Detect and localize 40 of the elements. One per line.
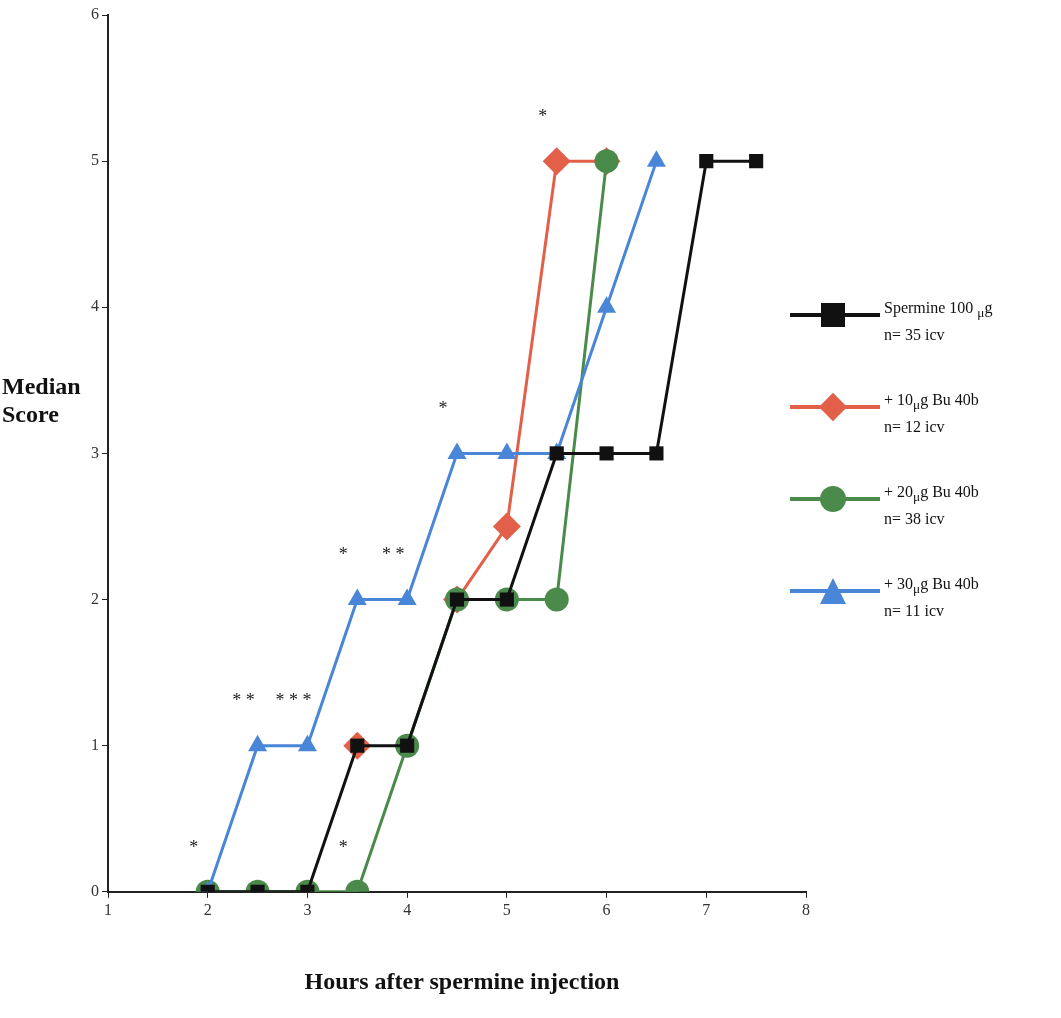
annotation: * [538,105,548,126]
annotation: * * [232,690,255,711]
annotation: * [189,836,199,857]
annotation: * [338,544,348,565]
annotation: * [438,398,448,419]
y-tick-label: 6 [91,5,99,23]
point [248,734,268,752]
point [297,734,317,752]
y-axis-title: Median Score [2,372,81,428]
annotation: * * [381,544,405,565]
annotation: * * * [275,690,312,711]
y-tick-label: 1 [91,735,99,753]
y-tick-label: 2 [91,589,99,607]
annotation: * [338,836,348,857]
point [544,587,569,612]
x-tick-label: 1 [104,900,112,918]
legend-label: + 30$_{μ}$g Bu 40b n= 11 icv [884,574,979,622]
point [699,154,714,169]
x-tick-label: 2 [203,900,212,918]
x-tick-label: 6 [602,900,611,918]
legend-label: + 20$_{μ}$g Bu 40b n= 38 icv [884,482,979,530]
point [397,588,417,606]
x-axis-title: Hours after spermine injection [303,968,621,995]
y-tick-label: 5 [91,151,99,169]
point [649,446,664,461]
point [492,512,521,541]
y-tick-label: 4 [91,297,99,315]
x-tick-label: 4 [403,900,412,918]
x-tick-label: 7 [702,900,711,918]
y-tick-label: 3 [91,443,99,461]
point [749,154,764,169]
point [542,147,571,176]
point [347,588,367,606]
x-tick-label: 5 [502,900,511,918]
text: Spermine 100 $_{μ}$g n= 35 icv [884,299,993,344]
legend-label: + 10$_{μ}$g Bu 40b n= 12 icv [884,390,979,438]
point [599,446,614,461]
x-tick-label: 3 [303,900,312,918]
x-tick-label: 8 [802,900,810,918]
y-tick-label: 0 [91,882,99,899]
